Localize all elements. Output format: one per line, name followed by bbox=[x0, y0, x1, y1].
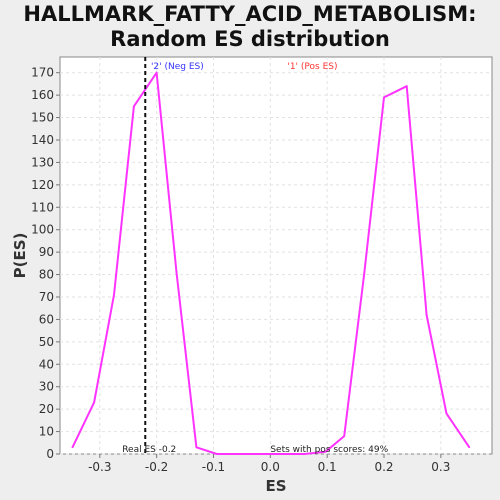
data-point bbox=[405, 85, 408, 88]
data-point bbox=[363, 273, 366, 276]
y-axis-ticks: 0 10 20 30 40 50 60 70 80 90 100 110 120 130 140 150 160… bbox=[31, 66, 60, 461]
y-tick-label: 110 bbox=[31, 200, 54, 214]
x-axis-ticks: -0.3 -0.2 -0.1 0.0 0.1 0.2 0.3 bbox=[88, 454, 450, 474]
x-tick-label: 0.3 bbox=[431, 460, 450, 474]
pos-scores-label: Sets with pos scores: 49% bbox=[270, 445, 388, 455]
data-point bbox=[343, 435, 346, 437]
data-point bbox=[71, 446, 74, 449]
y-tick-label: 140 bbox=[31, 133, 54, 147]
y-tick-label: 70 bbox=[39, 290, 54, 304]
x-tick-label: -0.1 bbox=[202, 460, 225, 474]
data-point bbox=[215, 453, 218, 455]
y-tick-label: 10 bbox=[39, 425, 54, 439]
series-line bbox=[71, 71, 471, 455]
data-point bbox=[155, 71, 158, 74]
legend-pos-es: '1' (Pos ES) bbox=[287, 62, 337, 72]
series-layer bbox=[71, 71, 471, 455]
data-point bbox=[383, 96, 385, 99]
data-point bbox=[235, 453, 238, 455]
real-es-label: Real ES -0.2 bbox=[122, 445, 176, 455]
y-axis-label: P(ES) bbox=[11, 233, 29, 279]
y-tick-label: 120 bbox=[31, 178, 54, 192]
chart-title-line-1: HALLMARK_FATTY_ACID_METABOLISM: bbox=[23, 2, 477, 26]
y-tick-label: 80 bbox=[39, 268, 54, 282]
y-tick-label: 50 bbox=[39, 335, 54, 349]
y-tick-label: 40 bbox=[39, 357, 54, 371]
x-tick-label: 0.1 bbox=[318, 460, 337, 474]
data-point bbox=[280, 453, 283, 455]
y-tick-label: 100 bbox=[31, 223, 54, 237]
plot-area bbox=[59, 56, 493, 455]
y-tick-label: 130 bbox=[31, 155, 54, 169]
x-tick-label: -0.3 bbox=[88, 460, 111, 474]
data-point bbox=[324, 450, 327, 453]
y-tick-label: 170 bbox=[31, 66, 54, 80]
data-point bbox=[113, 293, 115, 296]
y-tick-label: 0 bbox=[46, 447, 54, 461]
chart-title: HALLMARK_FATTY_ACID_METABOLISM: Random E… bbox=[0, 2, 500, 52]
x-tick-label: 0.2 bbox=[374, 460, 393, 474]
data-point bbox=[195, 446, 198, 449]
y-tick-label: 60 bbox=[39, 312, 54, 326]
data-point bbox=[93, 401, 96, 404]
x-tick-label: -0.2 bbox=[145, 460, 168, 474]
y-tick-label: 30 bbox=[39, 380, 54, 394]
y-tick-label: 90 bbox=[39, 245, 54, 259]
chart-title-line-2: Random ES distribution bbox=[110, 27, 390, 51]
data-point bbox=[468, 446, 471, 449]
data-point bbox=[258, 453, 260, 455]
data-point bbox=[303, 453, 306, 455]
y-tick-label: 20 bbox=[39, 402, 54, 416]
y-tick-label: 160 bbox=[31, 88, 54, 102]
x-tick-label: 0.0 bbox=[261, 460, 280, 474]
data-point bbox=[445, 412, 448, 415]
legend-neg-es: '2' (Neg ES) bbox=[151, 62, 204, 72]
data-point bbox=[425, 314, 428, 316]
x-axis-label: ES bbox=[265, 477, 286, 495]
grid bbox=[60, 57, 492, 455]
data-point bbox=[175, 271, 178, 274]
data-point bbox=[132, 105, 135, 108]
y-tick-label: 150 bbox=[31, 111, 54, 125]
